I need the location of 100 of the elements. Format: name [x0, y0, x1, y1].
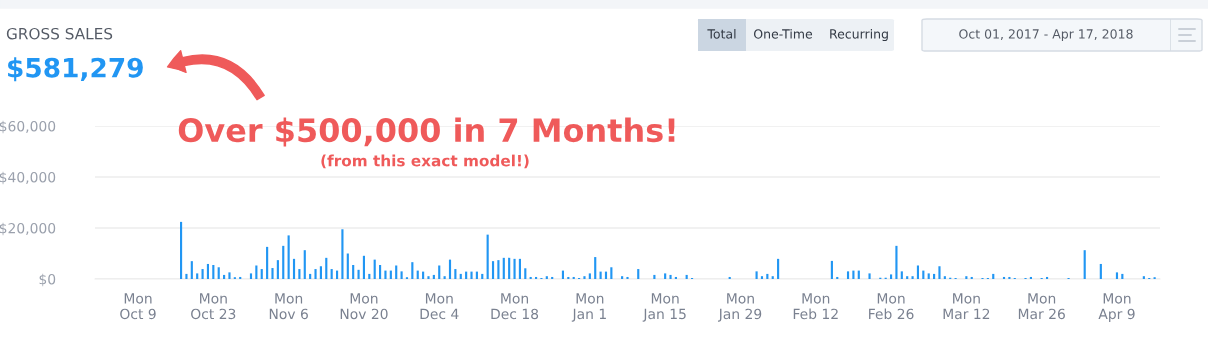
bar — [534, 276, 538, 279]
bar — [282, 245, 285, 279]
bar — [588, 273, 591, 279]
x-tick-label: Mon Mar 26 — [1018, 293, 1065, 320]
bar — [760, 276, 764, 279]
bar — [217, 267, 220, 279]
x-tick-label: Mon Dec 4 — [420, 293, 459, 320]
bar — [303, 250, 306, 279]
text: Total — [707, 28, 736, 39]
bar — [916, 265, 920, 279]
text: Recurring — [830, 28, 888, 42]
bar — [766, 273, 769, 279]
bar — [357, 269, 360, 279]
bar — [491, 261, 495, 279]
bar — [846, 271, 850, 279]
x-tick-label: Mon Oct 23 — [191, 293, 236, 320]
bar — [895, 245, 898, 279]
bar — [352, 264, 355, 279]
bar — [889, 274, 893, 279]
bar — [669, 274, 672, 279]
bar — [911, 276, 914, 279]
bar — [228, 272, 231, 279]
bar — [497, 260, 500, 279]
bar — [400, 271, 403, 279]
bar — [1083, 250, 1086, 279]
bar — [314, 269, 317, 279]
bar — [1045, 276, 1049, 279]
bar — [271, 268, 274, 279]
bar — [368, 273, 371, 279]
bar — [346, 253, 349, 279]
y-tick-label: $20,000 — [0, 222, 56, 236]
bar — [341, 229, 344, 279]
bar — [287, 235, 290, 279]
bar — [513, 258, 516, 279]
bar — [448, 259, 452, 279]
bar — [384, 270, 387, 279]
bar — [486, 234, 489, 279]
bar — [933, 273, 936, 279]
bar — [777, 258, 780, 279]
x-tick-label: Mon Feb 26 — [869, 293, 914, 320]
bar — [970, 276, 973, 279]
bar — [755, 271, 758, 279]
y-tick-label: $0 — [39, 273, 56, 287]
bar — [992, 273, 995, 279]
bar — [196, 273, 199, 279]
bar — [583, 276, 586, 279]
bar — [427, 276, 430, 279]
bar — [292, 258, 296, 279]
bar — [206, 263, 210, 279]
y-tick-label: $40,000 — [0, 171, 56, 185]
bar — [325, 257, 328, 279]
bar — [379, 264, 382, 279]
bar — [1002, 276, 1006, 279]
chart-title: GROSS SALES — [6, 27, 113, 40]
bar — [319, 266, 322, 279]
bar — [594, 257, 597, 279]
bar — [728, 276, 731, 279]
bar — [190, 261, 193, 279]
bar — [411, 262, 414, 279]
bar — [621, 276, 624, 279]
bar — [249, 273, 253, 279]
bar — [454, 269, 457, 279]
x-tick-label: Mon Jan 15 — [642, 293, 686, 322]
annotation: (from this exact model!) — [321, 154, 529, 169]
bar — [943, 276, 946, 279]
bar — [1142, 276, 1145, 279]
bar — [626, 276, 629, 279]
bar — [868, 273, 871, 279]
bar — [637, 269, 640, 279]
x-tick-label: Mon Jan 29 — [717, 293, 762, 322]
bar — [900, 271, 903, 279]
bar — [438, 265, 441, 279]
bar — [179, 221, 183, 279]
bar — [610, 267, 613, 279]
bar — [266, 246, 269, 279]
bar — [567, 276, 570, 279]
bar — [373, 259, 376, 279]
bar — [572, 276, 575, 279]
x-tick-label: Mon Dec 18 — [491, 293, 539, 320]
x-tick-label: Mon Feb 12 — [793, 293, 838, 320]
bar — [212, 264, 215, 279]
bar — [502, 257, 505, 279]
bar — [518, 258, 521, 279]
bar — [674, 276, 677, 279]
bar — [906, 276, 909, 279]
bar — [1029, 276, 1032, 279]
chart-subtitle: $581,279 — [8, 57, 143, 82]
bar — [201, 269, 204, 279]
bar — [1008, 276, 1011, 279]
bar — [551, 276, 554, 279]
bar — [255, 265, 258, 279]
bar — [260, 269, 263, 279]
bar — [529, 276, 532, 279]
bar — [1115, 272, 1119, 279]
bar — [298, 269, 301, 279]
x-tick-label: Mon Apr 9 — [1098, 293, 1135, 322]
bar — [239, 276, 242, 279]
bar — [836, 276, 839, 279]
bar — [330, 269, 333, 279]
bar — [481, 273, 484, 279]
